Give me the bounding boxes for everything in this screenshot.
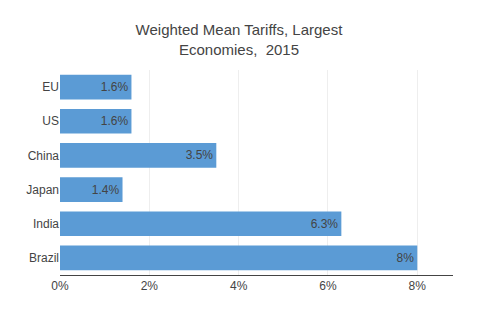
svg-text:3.5%: 3.5% (186, 148, 214, 162)
svg-text:Japan: Japan (26, 183, 59, 197)
svg-text:India: India (33, 217, 59, 231)
svg-text:0%: 0% (51, 279, 69, 293)
svg-text:EU: EU (42, 80, 59, 94)
svg-text:8%: 8% (397, 251, 415, 265)
svg-text:4%: 4% (230, 279, 248, 293)
svg-text:Weighted Mean Tariffs, Largest: Weighted Mean Tariffs, LargestEconomies,… (136, 21, 344, 58)
svg-text:1.6%: 1.6% (101, 114, 129, 128)
svg-text:8%: 8% (409, 279, 427, 293)
svg-text:1.6%: 1.6% (101, 80, 129, 94)
svg-text:6%: 6% (319, 279, 337, 293)
svg-text:Brazil: Brazil (29, 251, 59, 265)
svg-text:US: US (42, 114, 59, 128)
svg-text:6.3%: 6.3% (311, 217, 339, 231)
svg-text:2%: 2% (141, 279, 159, 293)
svg-text:1.4%: 1.4% (92, 183, 120, 197)
svg-text:China: China (28, 149, 60, 163)
